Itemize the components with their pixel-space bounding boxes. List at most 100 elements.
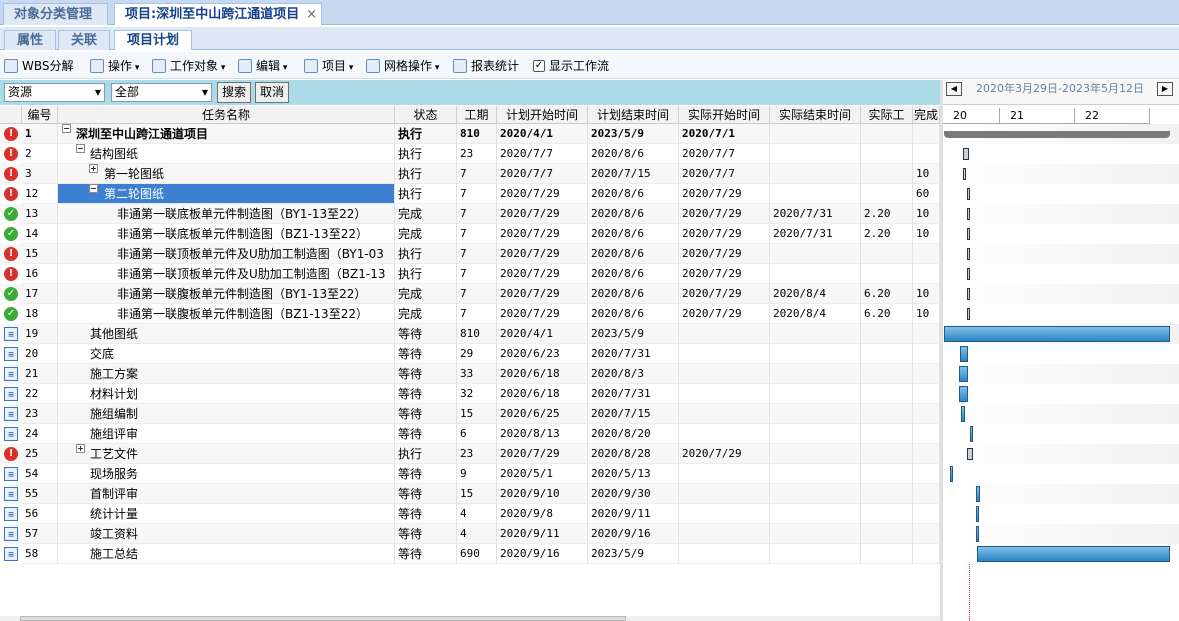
select[interactable]: 全部 ▼ — [111, 83, 212, 102]
cell — [770, 544, 861, 564]
row-bg — [0, 504, 940, 524]
cell: 2020/5/1 — [497, 464, 588, 484]
cell: 2020/7/29 — [679, 284, 770, 304]
dropdown-arrow: ▾ — [132, 63, 140, 73]
select-value: 全部 — [115, 85, 140, 99]
cell — [861, 244, 913, 264]
column-header[interactable]: 计划结束时间 — [588, 106, 679, 124]
column-header[interactable]: 实际工 — [861, 106, 913, 124]
toolbar-button[interactable]: 工作对象 ▾ — [152, 56, 236, 76]
cell: 2020/4/1 — [497, 324, 588, 344]
cancel-button[interactable]: 取消 — [255, 82, 289, 103]
column-header[interactable]: 状态 — [395, 106, 457, 124]
cell — [913, 504, 940, 524]
tree-toggle[interactable] — [89, 184, 98, 193]
cell — [770, 404, 861, 424]
dropdown-arrow: ▼ — [94, 88, 101, 97]
tab-active[interactable]: 项目:深圳至中山跨江通道项目 × — [114, 3, 322, 25]
cell: 等待 — [395, 384, 457, 404]
cell: 2020/7/29 — [497, 204, 588, 224]
cell: 2020/7/1 — [679, 124, 770, 144]
column-header[interactable]: 任务名称 — [58, 106, 395, 124]
cell — [861, 324, 913, 344]
column-header[interactable]: 工期 — [457, 106, 497, 124]
subtab-active[interactable]: 项目计划 — [114, 30, 193, 50]
cell: 10 — [913, 204, 940, 224]
subtab[interactable]: 属性 — [4, 30, 57, 50]
toolbar-label: 显示工作流 — [549, 59, 610, 73]
toolbar-button[interactable]: WBS分解 — [4, 56, 88, 76]
dropdown-arrow: ▾ — [346, 63, 354, 73]
search-button[interactable]: 搜索 — [217, 82, 251, 103]
cell — [770, 464, 861, 484]
tree-toggle[interactable] — [76, 444, 85, 453]
scroll-thumb[interactable] — [20, 616, 626, 621]
toolbar-button[interactable]: 项目 ▾ — [304, 56, 362, 76]
subtab[interactable]: 关联 — [58, 30, 111, 50]
cell: 执行 — [395, 444, 457, 464]
toolbar-button[interactable]: 报表统计 — [453, 56, 523, 76]
dropdown-arrow: ▼ — [201, 88, 208, 97]
tree-toggle[interactable] — [89, 164, 98, 173]
cell: 10 — [913, 284, 940, 304]
cell — [770, 504, 861, 524]
cell — [861, 484, 913, 504]
icon — [4, 59, 18, 73]
row-bg — [0, 404, 940, 424]
toolbar-button[interactable]: ✓ 显示工作流 — [533, 56, 613, 76]
cell: 等待 — [395, 324, 457, 344]
column-header[interactable]: 完成 — [913, 106, 940, 124]
cell: 2020/7/29 — [679, 264, 770, 284]
next-button[interactable]: ▶ — [1157, 82, 1173, 96]
cell: 7 — [457, 204, 497, 224]
gantt-range: 2020年3月29日-2023年5月12日 — [976, 82, 1144, 95]
toolbar-button[interactable]: 编辑 ▾ — [238, 56, 298, 76]
toolbar-button[interactable]: 网格操作 ▾ — [366, 56, 450, 76]
cell — [913, 444, 940, 464]
select[interactable]: 资源 ▼ — [4, 83, 105, 102]
prev-button[interactable]: ◀ — [946, 82, 962, 96]
cell: 2020/9/16 — [497, 544, 588, 564]
cell: 6.20 — [861, 304, 913, 324]
cell: 23 — [457, 444, 497, 464]
cell: 完成 — [395, 204, 457, 224]
cell: 19 — [22, 324, 58, 344]
toolbar-label: WBS分解 — [22, 59, 74, 73]
column-header[interactable]: 编号 — [22, 106, 58, 124]
tab[interactable]: 对象分类管理 — [3, 3, 108, 25]
cell: 2020/8/6 — [588, 284, 679, 304]
gantt-bar — [976, 526, 980, 542]
cell: 810 — [457, 324, 497, 344]
gantt-row-bg — [943, 404, 1179, 424]
column-header[interactable]: 实际结束时间 — [770, 106, 861, 124]
gantt-bar — [977, 546, 1171, 562]
cell: 10 — [913, 164, 940, 184]
tree-toggle[interactable] — [76, 144, 85, 153]
cell: 2020/7/29 — [679, 224, 770, 244]
gantt-bar — [943, 326, 1171, 342]
cell: 2020/7/7 — [497, 144, 588, 164]
cell — [770, 444, 861, 464]
select-value: 资源 — [8, 85, 33, 99]
cell — [770, 144, 861, 164]
toolbar-button[interactable]: 操作 ▾ — [90, 56, 150, 76]
cell — [679, 344, 770, 364]
gantt-row-bg — [943, 304, 1179, 324]
close-icon[interactable]: × — [306, 7, 317, 22]
cell: 16 — [22, 264, 58, 284]
cell — [770, 184, 861, 204]
column-header[interactable]: 实际开始时间 — [679, 106, 770, 124]
cell: 1 — [22, 124, 58, 144]
column-header[interactable]: 计划开始时间 — [497, 106, 588, 124]
cell: 15 — [457, 484, 497, 504]
cell — [679, 464, 770, 484]
cell — [861, 404, 913, 424]
status-icon: ! — [4, 267, 18, 281]
task-name: 非通第一联底板单元件制造图（BY1-13至22） — [58, 204, 395, 224]
gantt-row-bg — [943, 504, 1179, 524]
tree-toggle[interactable] — [62, 124, 71, 133]
gantt-bar — [975, 506, 979, 522]
task-name: 深圳至中山跨江通道项目 — [58, 124, 395, 144]
row-bg — [0, 524, 940, 544]
cell — [913, 244, 940, 264]
